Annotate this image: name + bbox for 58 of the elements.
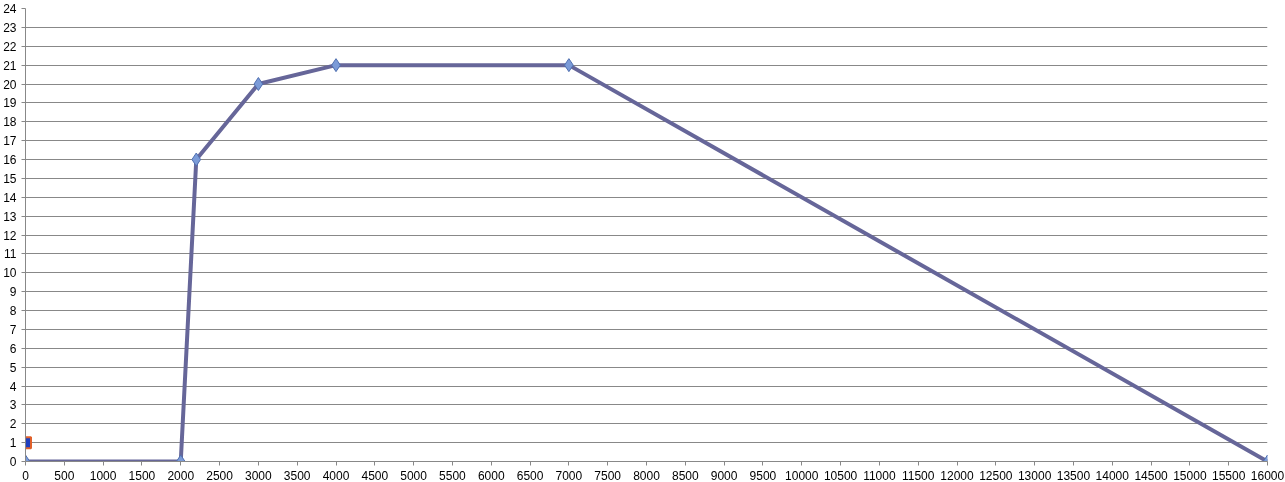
y-tick-label: 11 [4, 247, 17, 262]
x-tick-label: 14000 [1095, 468, 1130, 482]
y-tick-label: 18 [3, 115, 17, 130]
x-tick-label: 7500 [594, 468, 622, 482]
x-tick-label: 4000 [322, 468, 350, 482]
x-tick-label: 12000 [940, 468, 975, 482]
x-tick-label: 8500 [671, 468, 699, 482]
x-tick-label: 8000 [633, 468, 661, 482]
y-tick-label: 14 [3, 190, 17, 205]
x-tick-label: 13500 [1056, 468, 1091, 482]
x-tick-label: 11000 [863, 468, 896, 482]
x-tick-label: 5500 [439, 468, 467, 482]
y-tick-label: 22 [3, 39, 17, 54]
x-tick-label: 16000 [1250, 468, 1285, 482]
x-tick-label: 13000 [1017, 468, 1052, 482]
y-tick-label: 10 [3, 266, 17, 281]
y-tick-label: 8 [9, 304, 17, 318]
x-tick-label: 9000 [710, 468, 738, 482]
y-tick-label: 15 [3, 171, 17, 186]
x-tick-label: 0 [22, 468, 30, 482]
y-tick-label: 19 [3, 96, 17, 111]
x-tick-label: 6500 [516, 468, 544, 482]
y-tick-label: 3 [9, 398, 17, 413]
y-tick-label: 24 [3, 2, 17, 16]
x-tick-label: 2000 [167, 468, 195, 482]
x-tick-label: 2500 [206, 468, 234, 482]
y-tick-label: 6 [9, 341, 17, 356]
y-tick-label: 5 [9, 360, 17, 375]
x-tick-label: 11500 [901, 468, 935, 482]
x-tick-label: 10500 [823, 468, 858, 482]
y-tick-label: 7 [9, 322, 17, 337]
x-tick-label: 500 [54, 468, 75, 482]
y-tick-label: 17 [3, 134, 17, 149]
y-tick-label: 9 [9, 285, 17, 300]
x-tick-label: 9500 [749, 468, 777, 482]
x-tick-label: 4500 [361, 468, 389, 482]
y-tick-label: 0 [9, 455, 17, 469]
y-tick-label: 12 [3, 228, 17, 243]
x-tick-label: 3000 [245, 468, 273, 482]
x-tick-label: 1000 [89, 468, 117, 482]
y-tick-label: 23 [3, 20, 17, 35]
x-tick-label: 5000 [400, 468, 428, 482]
y-tick-label: 21 [3, 58, 17, 73]
x-tick-label: 12500 [979, 468, 1013, 482]
x-tick-label: 15000 [1173, 468, 1207, 482]
y-tick-label: 13 [3, 209, 17, 224]
y-tick-label: 2 [9, 417, 17, 432]
y-tick-label: 20 [3, 77, 17, 92]
y-tick-label: 16 [3, 153, 17, 167]
x-tick-label: 14500 [1134, 468, 1169, 482]
x-tick-label: 3500 [283, 468, 311, 482]
x-tick-label: 6000 [477, 468, 505, 482]
y-tick-label: 1 [9, 436, 17, 451]
x-tick-label: 15500 [1212, 468, 1246, 482]
x-tick-label: 10000 [785, 468, 819, 482]
y-tick-label: 4 [9, 379, 17, 394]
x-tick-label: 7000 [555, 468, 583, 482]
x-tick-label: 1500 [128, 468, 156, 482]
